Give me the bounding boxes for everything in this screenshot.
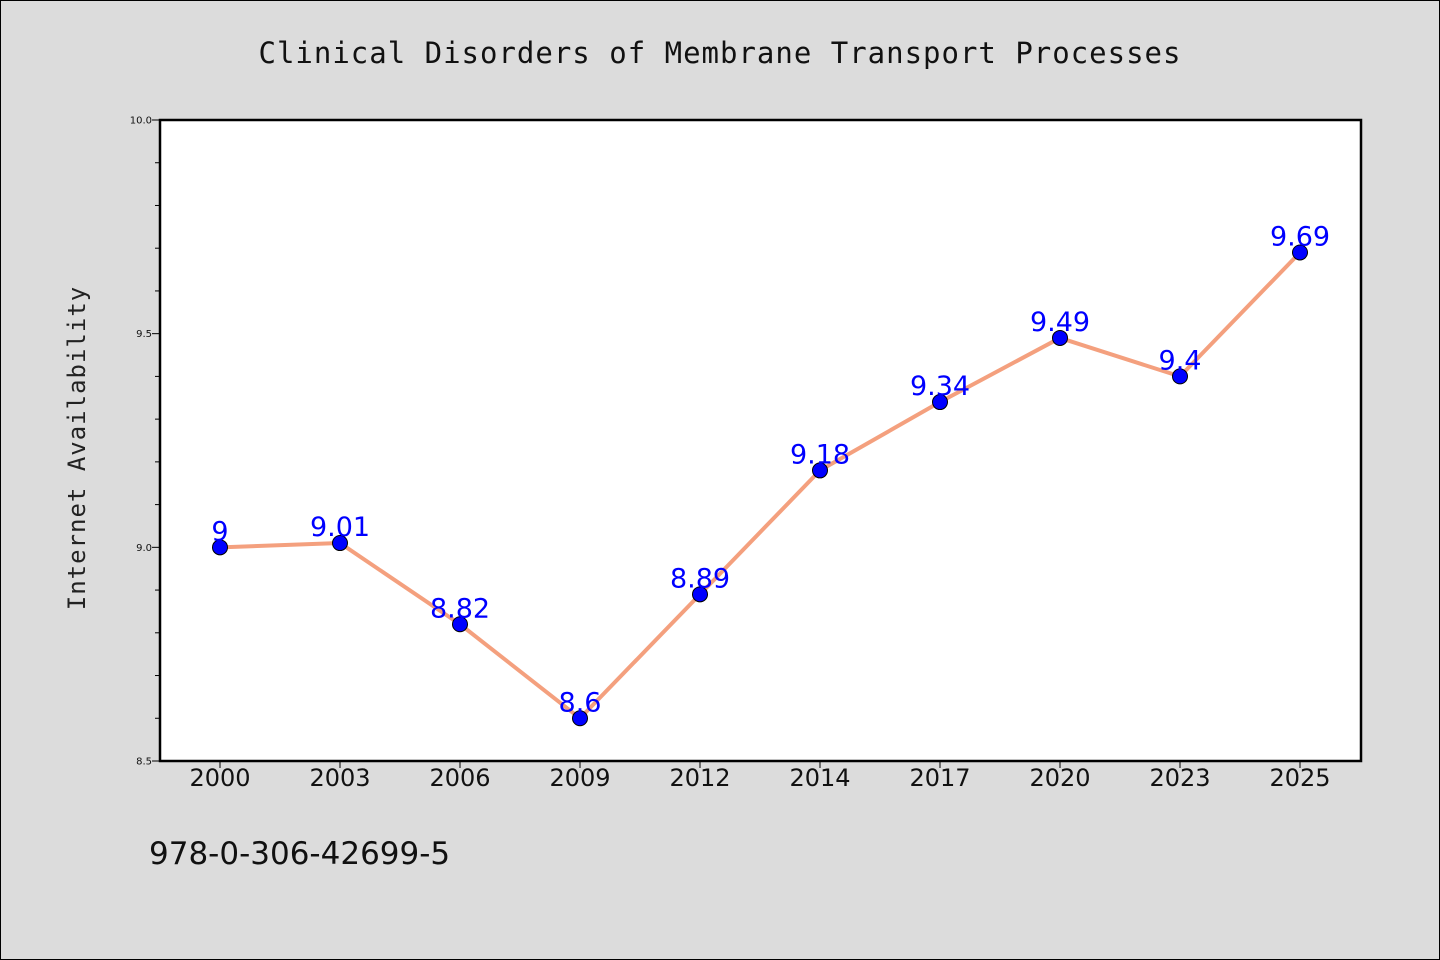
x-tick-label: 2009 [549, 764, 610, 792]
y-axis-ticks: 8.5 9.0 9.5 10.0 [130, 116, 160, 768]
y-tick-label: 8.5 [136, 757, 152, 768]
y-tick-label: 10.0 [130, 116, 152, 127]
data-point [692, 586, 708, 603]
data-point [572, 710, 588, 727]
data-label: 9.18 [790, 439, 850, 470]
series-group [212, 244, 1308, 727]
data-point [1172, 368, 1188, 385]
x-tick-label: 2017 [909, 764, 970, 792]
data-label: 9.69 [1270, 221, 1330, 252]
x-axis-ticks: 2000 2003 2006 2009 2012 2014 2017 2020 2023 2025 [189, 761, 1331, 792]
data-labels-group: 9 9.01 8.82 8.6 8.89 9.18 9.34 9.49 9.4 9.69 [211, 221, 1330, 718]
data-label: 9 [211, 516, 228, 547]
x-tick-label: 2000 [189, 764, 250, 792]
data-label: 9.34 [910, 371, 970, 402]
x-tick-label: 2023 [1149, 764, 1210, 792]
data-label: 9.01 [310, 512, 370, 543]
plot-area [158, 118, 1363, 763]
data-label: 9.49 [1030, 307, 1090, 338]
data-label: 8.82 [430, 593, 490, 624]
data-point [332, 535, 348, 552]
series-line [218, 250, 1302, 721]
data-label: 9.4 [1159, 345, 1202, 376]
y-axis-label: Internet Availability [63, 286, 91, 610]
data-point [932, 394, 948, 411]
isbn-text: 978-0-306-42699-5 [149, 836, 450, 872]
data-point [1292, 244, 1308, 261]
y-tick-label: 9.5 [136, 329, 152, 340]
x-tick-label: 2003 [309, 764, 370, 792]
x-tick-label: 2020 [1029, 764, 1090, 792]
chart-title: Clinical Disorders of Membrane Transport… [259, 36, 1182, 70]
y-tick-label: 9.0 [136, 543, 152, 554]
x-tick-label: 2025 [1269, 764, 1330, 792]
x-tick-label: 2012 [669, 764, 730, 792]
data-label: 8.89 [670, 563, 730, 594]
data-label: 8.6 [559, 687, 602, 718]
data-point [812, 462, 828, 479]
data-point [212, 539, 228, 556]
data-point [452, 616, 468, 633]
data-point [1052, 329, 1068, 346]
x-tick-label: 2014 [789, 764, 850, 792]
x-tick-label: 2006 [429, 764, 490, 792]
